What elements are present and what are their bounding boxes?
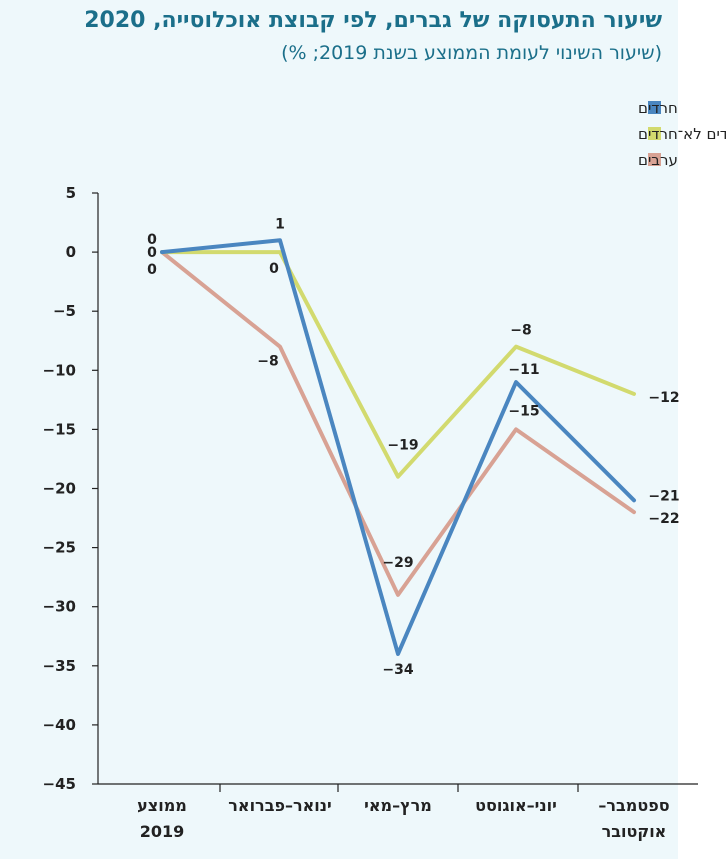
data-label: −15 <box>508 403 539 419</box>
x-category-label: יוני–אוגוסט <box>475 796 557 815</box>
data-label: −11 <box>508 362 539 378</box>
data-label: −22 <box>648 511 679 527</box>
y-tick-label: −10 <box>43 361 76 379</box>
legend-label: יהודים לא־חרדים <box>638 125 726 143</box>
y-tick-label: −35 <box>43 657 76 675</box>
x-category-label: מרץ–מאי <box>364 796 432 815</box>
x-category-label: ממוצע <box>137 796 187 815</box>
legend-swatch <box>648 153 661 166</box>
data-label: −8 <box>510 323 531 339</box>
data-label: −8 <box>257 354 278 370</box>
legend-label: חרדים <box>638 99 678 117</box>
data-label: 0 <box>147 262 157 278</box>
x-category-label: ספטמבר– <box>598 796 669 815</box>
y-tick-label: −45 <box>43 775 76 793</box>
series-line <box>160 238 636 656</box>
data-label: −21 <box>648 488 679 504</box>
chart-subtitle: (שיעור השינוי לעומת הממוצע בשנת 2019; %) <box>281 42 662 64</box>
chart-title: שיעור התעסוקה של גברים, לפי קבוצת אוכלוס… <box>84 8 662 33</box>
y-tick-label: −15 <box>43 420 76 438</box>
data-label: 1 <box>275 216 285 232</box>
series-line <box>160 250 636 479</box>
data-label: 0 <box>147 245 157 261</box>
x-category-label: אוקטובר <box>602 822 667 841</box>
y-tick-label: −20 <box>43 480 76 498</box>
y-tick-label: −40 <box>43 716 76 734</box>
data-label: 0 <box>269 261 279 277</box>
y-tick-label: 0 <box>66 243 76 261</box>
y-tick-label: 5 <box>66 184 76 202</box>
data-label: 0 <box>147 232 157 248</box>
x-category-label: 2019 <box>140 822 185 841</box>
data-label: −19 <box>387 438 418 454</box>
legend-swatch <box>648 101 661 114</box>
legend-swatch <box>648 127 661 140</box>
y-tick-label: −25 <box>43 539 76 557</box>
x-category-label: ינואר–פברואר <box>228 796 331 815</box>
data-label: −12 <box>648 390 679 406</box>
y-tick-label: −30 <box>43 598 76 616</box>
series-line <box>160 250 636 597</box>
y-tick-label: −5 <box>53 302 76 320</box>
data-label: −29 <box>382 555 413 571</box>
data-label: −34 <box>382 662 413 678</box>
legend-label: ערבים <box>638 151 678 169</box>
